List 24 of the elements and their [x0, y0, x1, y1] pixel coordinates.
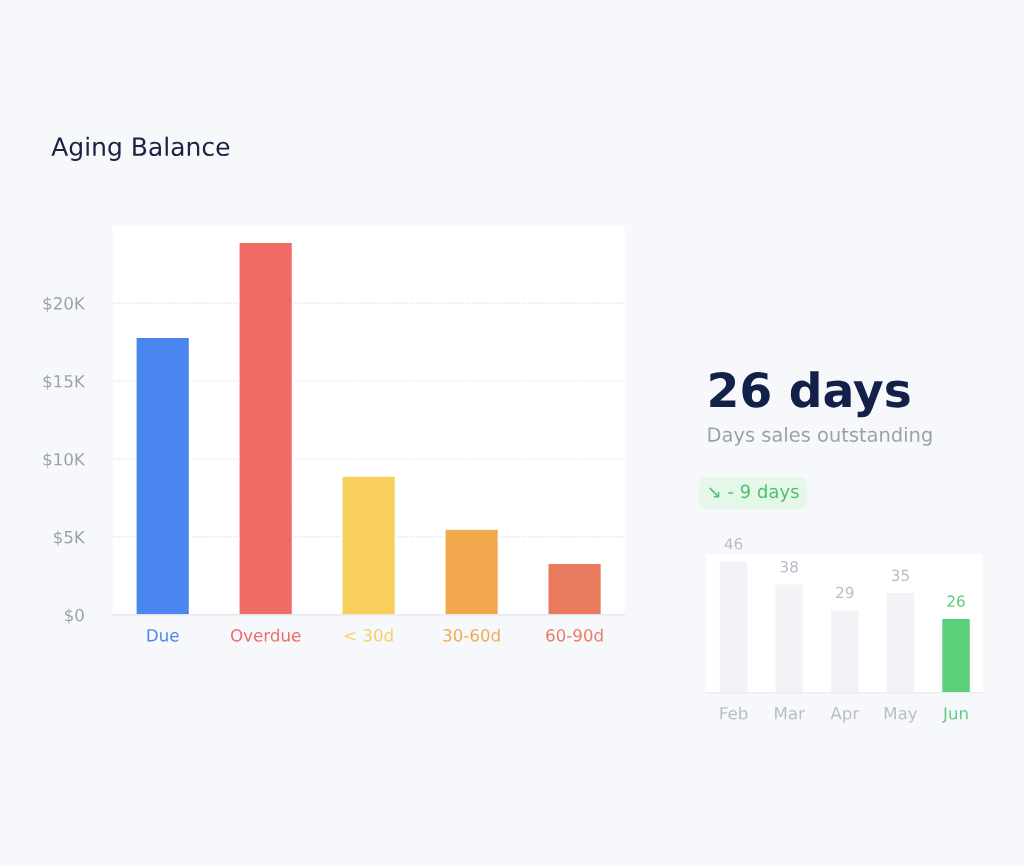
x-tick-label: Mar: [775, 707, 805, 720]
x-tick-label: Overdue: [231, 628, 301, 642]
data-label: 46: [724, 537, 743, 550]
data-label: 29: [836, 586, 854, 599]
x-tick-label: 60-90d: [546, 628, 603, 642]
chart-title: 26 days: [710, 371, 910, 418]
text: ↘ - 9 days: [709, 484, 799, 502]
chart-title: Aging Balance: [51, 136, 230, 161]
x-tick-label: 30-60d: [443, 628, 500, 642]
chart-subtitle: Days sales outstanding: [708, 426, 932, 446]
y-tick-label: $20K: [43, 296, 86, 312]
data-label: 38: [780, 560, 798, 573]
x-tick-label: < 30d: [344, 628, 393, 642]
y-tick-label: $15K: [43, 374, 86, 390]
y-tick-label: $5K: [54, 530, 86, 546]
y-tick-label: $0: [65, 608, 84, 624]
x-tick-label: Due: [147, 629, 179, 642]
x-tick-label: Feb: [720, 706, 748, 720]
x-tick-label: May: [884, 707, 918, 723]
y-tick-label: $10K: [43, 452, 86, 468]
x-tick-label: Apr: [830, 707, 860, 723]
data-label: 26: [947, 595, 965, 607]
x-tick-label: Jun: [942, 707, 968, 723]
data-label: 35: [891, 569, 909, 582]
